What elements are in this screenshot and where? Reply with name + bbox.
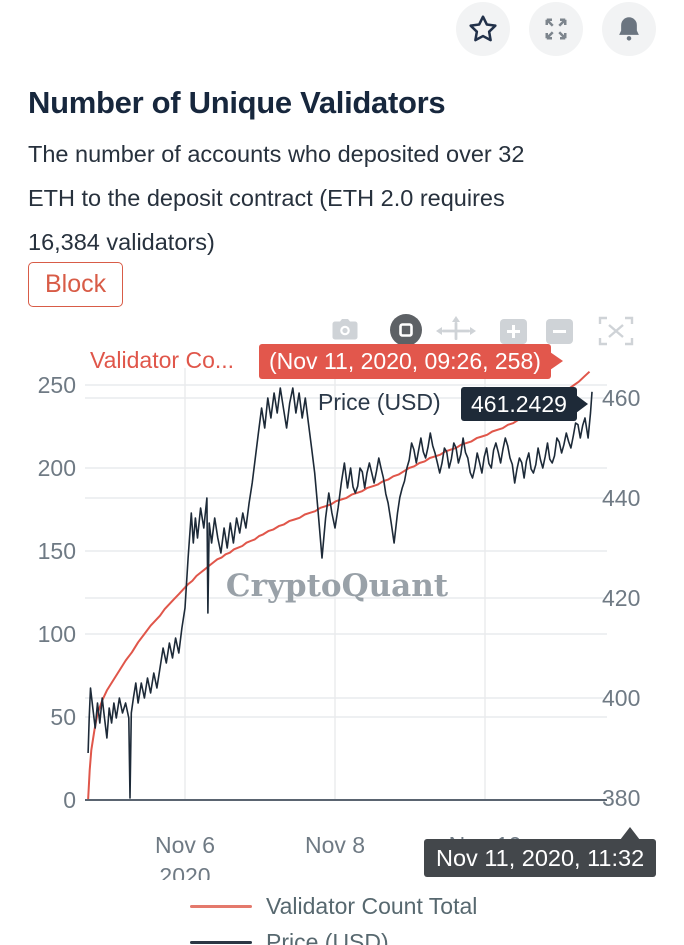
series-line-validator-count [87, 370, 591, 801]
hover-tooltip-validator: (Nov 11, 2020, 09:26, 258) [259, 344, 563, 379]
watermark: CryptoQuant [226, 568, 449, 604]
x-axis-tooltip: Nov 11, 2020, 11:32 [424, 827, 657, 877]
y-axis-tick-right: 420 [602, 585, 640, 611]
hover-series-label-price: Price (USD) [318, 389, 441, 415]
legend-swatch-red [190, 904, 252, 908]
y-axis-tick-left: 250 [38, 372, 76, 398]
y-axis-tick-right: 460 [602, 385, 640, 411]
camera-icon[interactable] [330, 317, 360, 348]
legend-label: Validator Count Total [266, 892, 478, 919]
x-axis-tick: Nov 8 [305, 832, 365, 858]
description-line: 16,384 validators) [28, 229, 215, 255]
y-axis-tick-left: 100 [38, 621, 76, 647]
y-axis-tick-right: 380 [602, 785, 640, 811]
bell-icon [619, 17, 639, 41]
legend-label: Price (USD) [266, 928, 389, 945]
x-axis-tick: Nov 6 [155, 832, 215, 858]
y-axis-tick-right: 400 [602, 685, 640, 711]
x-axis-year-label: 2020 [159, 863, 210, 880]
chart-legend: Validator Count Total Price (USD) [190, 888, 477, 945]
y-axis-tick-left: 50 [50, 704, 76, 730]
description-line: ETH to the deposit contract (ETH 2.0 req… [28, 185, 505, 211]
zoom-in-icon[interactable] [500, 319, 527, 349]
legend-swatch-dark [190, 940, 252, 944]
hover-tooltip-price: 461.2429 [461, 387, 588, 421]
y-axis-tick-left: 200 [38, 455, 76, 481]
validators-chart-plot[interactable]: CryptoQuant 0 50 100 150 200 250 380 400 420 440 46… [0, 310, 684, 880]
pan-icon[interactable] [436, 316, 476, 351]
page-title: Number of Unique Validators [28, 84, 446, 120]
metric-description: The number of accounts who deposited ove… [28, 132, 668, 264]
category-tag-block[interactable]: Block [28, 262, 124, 307]
autoscale-icon[interactable] [598, 316, 634, 351]
zoom-out-icon[interactable] [546, 319, 573, 349]
fullscreen-icon [545, 18, 567, 40]
notifications-button[interactable] [602, 2, 656, 56]
tooltip-caret [620, 827, 641, 840]
y-axis-tick-right: 440 [602, 485, 640, 511]
star-icon [469, 15, 497, 42]
hover-series-label-validator: Validator Co... [90, 347, 235, 373]
y-axis-tick-left: 150 [38, 538, 76, 564]
legend-item-validator-count[interactable]: Validator Count Total [190, 888, 477, 924]
y-axis-tick-left: 0 [63, 787, 76, 813]
x-axis-tooltip-text: Nov 11, 2020, 11:32 [436, 844, 645, 871]
favorite-button[interactable] [456, 2, 510, 56]
zoom-box-icon[interactable] [389, 313, 423, 352]
description-line: The number of accounts who deposited ove… [28, 141, 525, 167]
legend-item-price[interactable]: Price (USD) [190, 924, 477, 945]
fullscreen-button[interactable] [529, 2, 583, 56]
series-line-price [87, 387, 593, 799]
